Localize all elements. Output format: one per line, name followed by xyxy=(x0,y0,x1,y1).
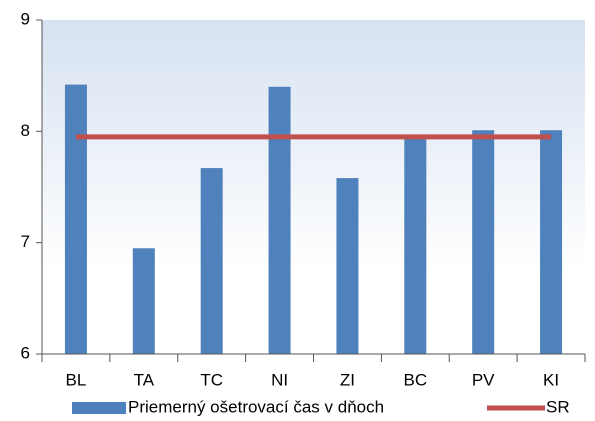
x-tick-label: NI xyxy=(271,370,288,389)
bar xyxy=(336,178,359,354)
bar xyxy=(64,84,87,354)
x-tick-label: BL xyxy=(66,370,87,389)
x-tick-label: KI xyxy=(543,370,559,389)
legend-label: Priemerný ošetrovací čas v dňoch xyxy=(128,397,384,416)
plot-background xyxy=(42,20,585,354)
bar xyxy=(268,86,291,355)
x-tick-label: ZI xyxy=(340,370,355,389)
bar xyxy=(200,168,223,354)
bar xyxy=(132,248,155,354)
x-tick-label: PV xyxy=(472,370,495,389)
legend-label: SR xyxy=(546,397,570,416)
x-tick-label: TA xyxy=(134,370,155,389)
legend-swatch xyxy=(72,402,126,414)
y-tick-label: 6 xyxy=(21,343,30,362)
y-tick-label: 8 xyxy=(21,121,30,140)
x-tick-label: TC xyxy=(200,370,223,389)
x-tick-label: BC xyxy=(404,370,428,389)
bar xyxy=(404,136,427,354)
y-tick-label: 9 xyxy=(21,9,30,28)
y-tick-label: 7 xyxy=(21,232,30,251)
bar xyxy=(472,130,495,354)
bar xyxy=(540,130,563,354)
